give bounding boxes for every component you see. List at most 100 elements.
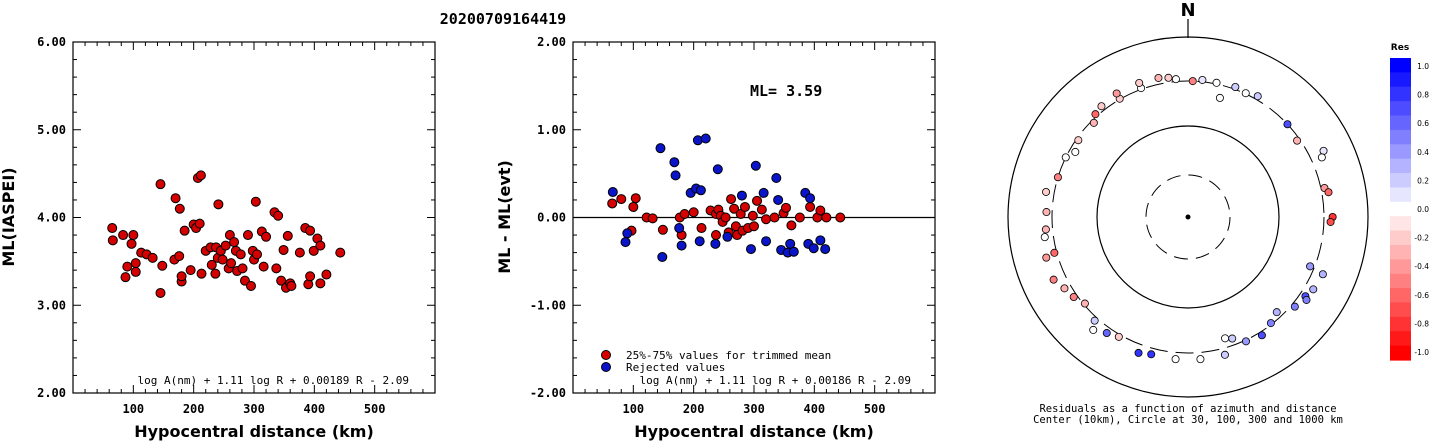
rejected-residual-point <box>607 187 618 198</box>
ml-vs-distance-panel: 100 200 300 400 500 2.00 3.00 4.00 5.00 6.00 Hypo… <box>0 35 436 441</box>
rejected-residual-point <box>750 160 761 171</box>
panel2-x-tick-label: 200 <box>683 402 705 416</box>
station-residual-point <box>1220 350 1229 359</box>
ml-point <box>286 280 297 291</box>
panel2-y-tick-label: -2.00 <box>530 386 566 400</box>
ring-1000km <box>1007 36 1369 398</box>
panel2-x-tick-label: 100 <box>622 402 644 416</box>
rejected-residual-point <box>761 236 772 247</box>
rejected-residual-point <box>710 238 721 249</box>
ml-point <box>258 261 269 272</box>
rejected-residual-point <box>722 231 733 242</box>
legend-used-label: 25%-75% values for trimmed mean <box>626 349 831 362</box>
rejected-residual-point <box>736 190 747 201</box>
used-residual-point <box>821 212 832 223</box>
colorbar-label: -0.6 <box>1414 291 1429 300</box>
ml-point <box>130 258 141 269</box>
ml-point <box>226 258 237 269</box>
station-residual-point <box>1080 299 1089 308</box>
ml-point <box>195 170 206 181</box>
ml-point <box>315 278 326 289</box>
station-residual-point <box>1112 89 1121 98</box>
ml-point <box>194 218 205 229</box>
panel1-points <box>107 170 346 298</box>
station-residual-point <box>1212 78 1221 87</box>
legend-rejected-label: Rejected values <box>626 361 725 374</box>
used-residual-point <box>628 201 639 212</box>
ml-point <box>155 179 166 190</box>
used-residual-point <box>815 205 826 216</box>
station-residual-point <box>1071 147 1080 156</box>
ml-point <box>217 254 228 265</box>
rejected-residual-point <box>622 228 633 239</box>
ring-300km <box>1051 80 1325 354</box>
used-residual-point <box>794 212 805 223</box>
polar-caption-line2: Center (10km), Circle at 30, 100, 300 an… <box>1033 414 1343 426</box>
station-residual-point <box>1091 110 1100 119</box>
station-residual-point <box>1154 73 1163 82</box>
colorbar-cell <box>1390 144 1411 160</box>
station-residual-point <box>1114 332 1123 341</box>
rejected-residual-point <box>773 194 784 205</box>
used-residual-point <box>616 194 627 205</box>
station-residual-point <box>1060 284 1069 293</box>
ml-point <box>118 230 129 241</box>
colorbar-label: 0.6 <box>1417 119 1429 128</box>
colorbar-cell <box>1390 302 1411 318</box>
station-residual-point <box>1198 75 1207 84</box>
panel1-x-axis-label: Hypocentral distance (km) <box>134 422 374 441</box>
ml-point <box>294 247 305 258</box>
used-residual-point <box>720 212 731 223</box>
colorbar-label: 0.4 <box>1417 148 1429 157</box>
station-residual-point <box>1074 136 1083 145</box>
panel2-y-tick-label: 1.00 <box>537 123 566 137</box>
station-residual-point <box>1231 82 1240 91</box>
used-residual-point <box>688 207 699 218</box>
ml-point <box>122 261 133 272</box>
used-residual-point <box>756 204 767 215</box>
panel1-x-tick-label: 500 <box>364 402 386 416</box>
ml-point <box>157 260 168 271</box>
used-residual-point <box>739 201 750 212</box>
panel1-x-tick-label: 100 <box>122 402 144 416</box>
colorbar-title: Res <box>1391 43 1409 53</box>
ml-point <box>210 268 221 279</box>
ml-point <box>261 231 272 242</box>
station-residual-point <box>1290 302 1299 311</box>
ml-point <box>335 247 346 258</box>
polar-points <box>1040 73 1337 364</box>
ml-point <box>250 196 261 207</box>
station-residual-point <box>1324 188 1333 197</box>
panel1-x-tick-label: 300 <box>243 402 265 416</box>
panel2-y-tick-label: 2.00 <box>537 35 566 49</box>
panel1-y-tick-label: 2.00 <box>37 386 66 400</box>
used-residual-point <box>835 212 846 223</box>
station-residual-point <box>1135 78 1144 87</box>
station-residual-point <box>1089 118 1098 127</box>
station-residual-point <box>1302 295 1311 304</box>
colorbar-cell <box>1390 173 1411 189</box>
colorbar-cell <box>1390 201 1411 217</box>
ml-point <box>196 268 207 279</box>
station-residual-point <box>1306 262 1315 271</box>
rejected-residual-point <box>657 251 668 262</box>
ml-point <box>174 251 185 262</box>
residual-vs-distance-panel: 100 200 300 400 500 -2.00 -1.00 0.00 1.00 2.00 Hy… <box>495 35 936 441</box>
station-residual-point <box>1309 285 1318 294</box>
residual-colorbar: Res 1.0 0.8 0.6 0.4 0.2 0.0 -0.2 -0.4 -0.6 -0.8 -1… <box>1390 43 1429 361</box>
colorbar-cell <box>1390 187 1411 203</box>
colorbar-cell <box>1390 158 1411 174</box>
used-residual-point <box>729 203 740 214</box>
panel2-y-axis-label: ML - ML(evt) <box>495 160 514 274</box>
panel2-points <box>607 133 846 262</box>
ml-point <box>305 271 316 282</box>
station-residual-point <box>1228 334 1237 343</box>
rejected-residual-point <box>620 237 631 248</box>
legend: 25%-75% values for trimmed mean Rejected… <box>601 349 831 374</box>
used-residual-point <box>749 221 759 232</box>
station-residual-point <box>1164 73 1173 82</box>
rejected-residual-point <box>788 246 799 257</box>
ml-point <box>321 269 332 280</box>
ml-point <box>107 235 118 246</box>
